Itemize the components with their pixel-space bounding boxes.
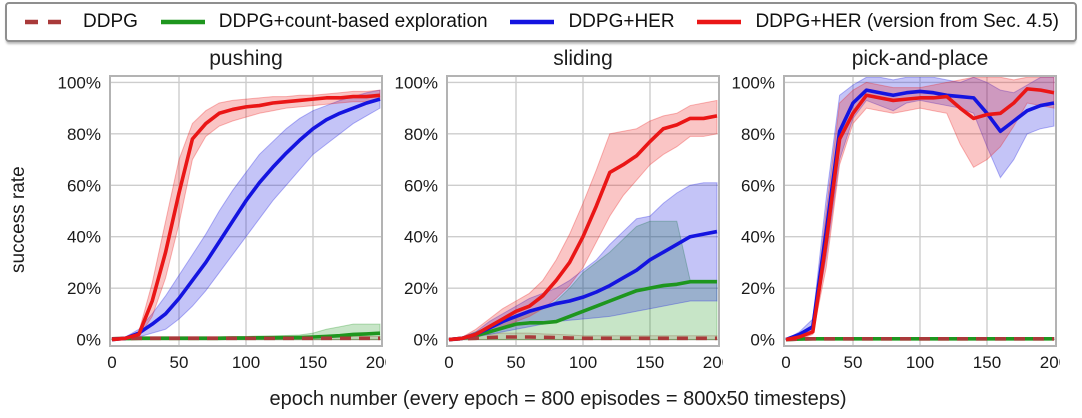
plot-border (446, 75, 720, 347)
line-series-2 (111, 97, 381, 342)
x-tick-label: 100 (569, 353, 597, 372)
x-tick-label: 150 (636, 353, 664, 372)
legend-item-her: DDPG+HER (508, 11, 675, 33)
her-sec45-line-swatch (697, 19, 742, 25)
y-tick-label: 40% (741, 228, 775, 247)
y-tick-label: 60% (741, 176, 775, 195)
line-series-3 (785, 87, 1055, 342)
legend-label-her-sec45: DDPG+HER (version from Sec. 4.5) (755, 11, 1059, 32)
y-tick-label: 0% (76, 331, 101, 350)
y-tick-label: 100% (732, 73, 775, 92)
x-axis-label: epoch number (every epoch = 800 episodes… (269, 388, 847, 410)
y-tick-label: 0% (750, 331, 775, 350)
x-tick-label: 0 (781, 353, 790, 372)
plot-sliding: 0% 20% 40% 60% 80% 100% 0 50 100 150 200 (395, 73, 723, 372)
y-tick-label: 60% (404, 176, 438, 195)
y-tick-label: 80% (67, 125, 101, 144)
legend-label-count-based: DDPG+count-based exploration (218, 11, 488, 32)
line-series-0 (111, 336, 380, 341)
x-tick-label: 0 (444, 353, 453, 372)
x-tick-label: 0 (107, 353, 116, 372)
x-tick-label: 200 (703, 353, 723, 372)
y-tick-label: 100% (395, 73, 438, 92)
y-tick-label: 80% (404, 125, 438, 144)
y-tick-label: 20% (67, 279, 101, 298)
subplot-pushing: pushing 0% 20% 40% 60% 80% 100% 0 50 100 150 200 (56, 46, 386, 382)
subplot-title-pick-and-place: pick-and-place (851, 47, 989, 70)
plot-pushing: 0% 20% 40% 60% 80% 100% 0 50 100 150 200 (58, 73, 386, 372)
legend-item-her-sec45: DDPG+HER (version from Sec. 4.5) (695, 11, 1059, 33)
legend-label-ddpg: DDPG (83, 11, 138, 32)
plot-pick-and-place: 0% 20% 40% 60% 80% 100% 0 50 100 150 200 (732, 73, 1060, 372)
subplot-title-pushing: pushing (209, 47, 283, 70)
count-based-line-swatch (160, 19, 205, 25)
subplot-pick-and-place: pick-and-place 0% 20% 40% 60% 80% 100% 0 50 100 1… (730, 46, 1060, 382)
y-axis-label: success rate (8, 166, 29, 274)
line-series-3 (448, 114, 718, 342)
x-tick-label: 200 (1040, 353, 1060, 372)
plot-border (109, 75, 383, 347)
ddpg-dashed-line-swatch (25, 19, 69, 25)
y-tick-label: 40% (67, 228, 101, 247)
x-tick-label: 50 (507, 353, 526, 372)
x-tick-label: 150 (973, 353, 1001, 372)
line-series-1 (448, 279, 717, 342)
x-tick-label: 200 (366, 353, 386, 372)
x-tick-label: 50 (170, 353, 189, 372)
subplot-sliding: sliding 0% 20% 40% 60% 80% 100% 0 50 100 150 200 (393, 46, 723, 382)
legend-item-ddpg: DDPG (23, 11, 138, 33)
y-tick-label: 20% (741, 279, 775, 298)
legend-item-count-based: DDPG+count-based exploration (159, 11, 488, 33)
y-tick-label: 60% (67, 176, 101, 195)
x-tick-label: 100 (906, 353, 934, 372)
y-tick-label: 40% (404, 228, 438, 247)
line-series-3 (111, 93, 381, 342)
line-series-0 (448, 335, 717, 342)
x-tick-label: 150 (299, 353, 327, 372)
her-line-swatch (510, 19, 555, 25)
legend-bar: DDPG DDPG+count-based exploration DDPG+H… (5, 2, 1077, 42)
y-tick-label: 100% (58, 73, 101, 92)
subplot-title-sliding: sliding (553, 47, 613, 70)
y-tick-label: 20% (404, 279, 438, 298)
y-tick-label: 80% (741, 125, 775, 144)
plot-border (783, 75, 1057, 347)
line-series-0 (785, 337, 1054, 342)
x-tick-label: 50 (844, 353, 863, 372)
band-series-2 (785, 76, 1055, 341)
y-tick-label: 0% (413, 331, 438, 350)
x-tick-label: 100 (232, 353, 260, 372)
legend-label-her: DDPG+HER (568, 11, 675, 32)
